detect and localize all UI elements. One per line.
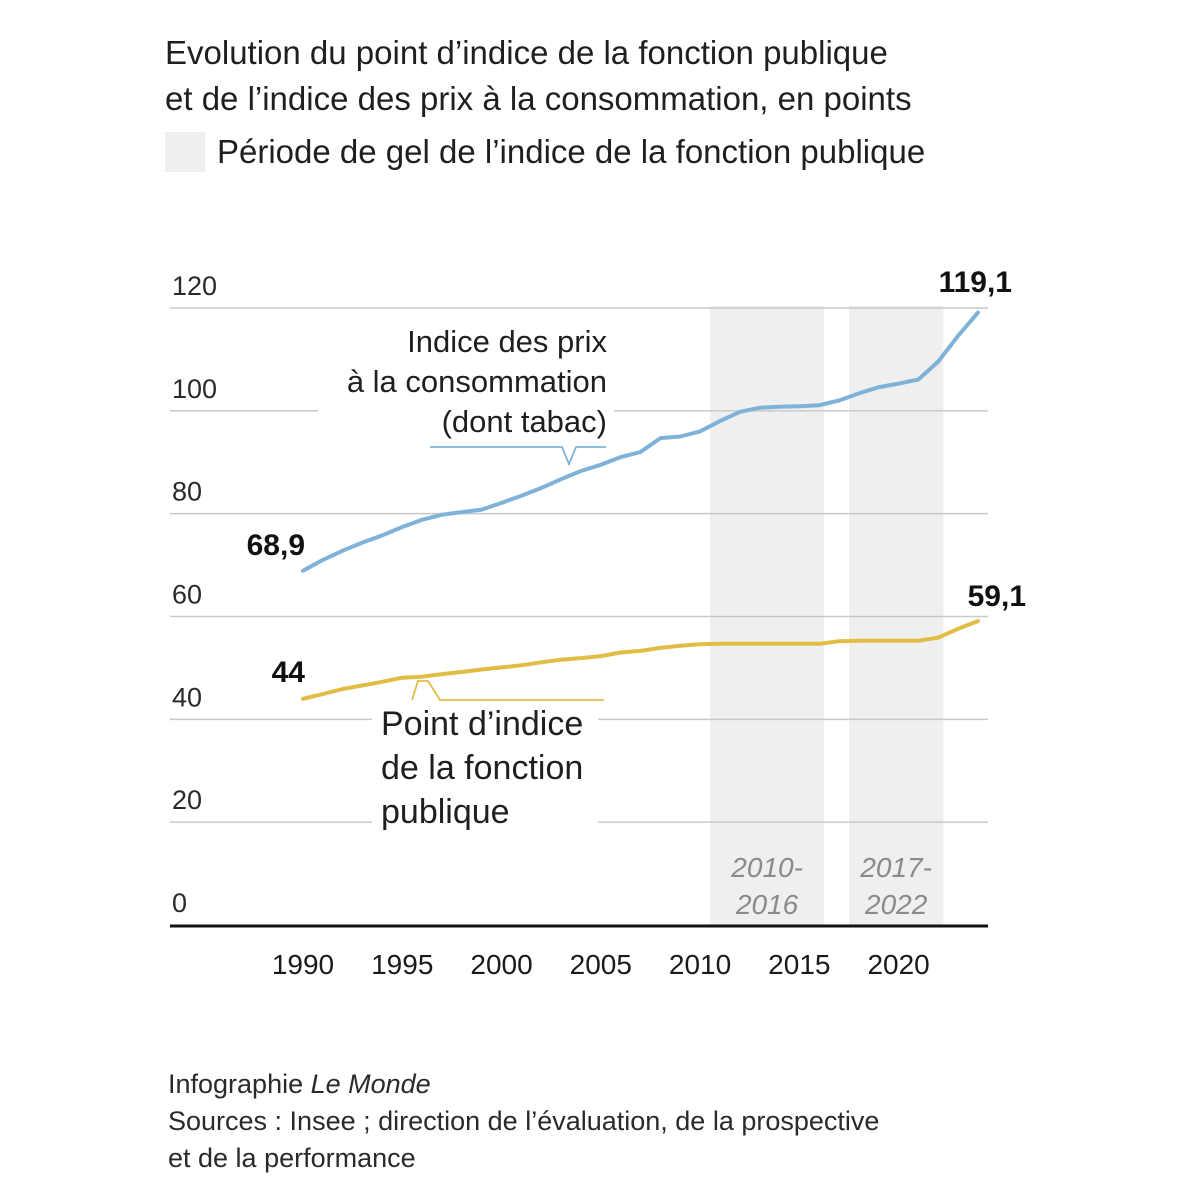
point-label-line-1: Point d’indice [381,705,583,743]
x-tick-label-2020: 2020 [867,949,929,980]
freeze-label-2-line-1: 2017- [859,852,932,883]
cpi-label-leader [430,446,606,467]
cpi-end-value-label: 119,1 [939,266,1012,299]
freeze-label-1-line-1: 2010- [730,852,803,883]
freeze-label-2-line-2: 2022 [864,889,928,920]
cpi-series-line [301,310,980,573]
cpi-label-line-3: (dont tabac) [442,404,607,439]
title-line-1: Evolution du point d’indice de la foncti… [165,34,888,71]
legend: Période de gel de l’indice de la fonctio… [165,130,925,174]
cpi-label-line-1: Indice des prix [407,324,607,359]
x-tick-label-2010: 2010 [669,949,731,980]
chart-title: Evolution du point d’indice de la foncti… [165,30,1125,122]
legend-freeze-swatch [165,132,205,172]
point-label-line-2: de la fonction [381,749,583,787]
x-tick-label-1990: 1990 [272,949,334,980]
title-line-2: et de l’indice des prix à la consommatio… [165,80,912,117]
y-tick-label-0: 0 [172,888,187,918]
credit-name: Le Monde [310,1069,431,1099]
x-tick-label-2015: 2015 [768,949,830,980]
cpi-start-value-label: 68,9 [247,529,305,562]
point-end-value-label: 59,1 [968,580,1026,613]
freeze-label-1-line-2: 2016 [735,889,799,920]
y-tick-label-100: 100 [172,374,217,404]
x-tick-label-2005: 2005 [570,949,632,980]
legend-freeze-label: Période de gel de l’indice de la fonctio… [217,133,926,170]
cpi-label-line-2: à la consommation [347,364,607,399]
point-series-line [301,619,980,701]
sources-line-2: et de la performance [168,1143,416,1173]
point-label-leader [411,680,604,701]
point-label-line-3: publique [381,793,510,831]
y-tick-label-60: 60 [172,580,202,610]
point-label-mask [372,703,598,833]
credit-line: Infographie Le Monde [168,1066,879,1103]
x-tick-label-2000: 2000 [470,949,532,980]
sources-line-1: Sources : Insee ; direction de l’évaluat… [168,1106,880,1136]
y-tick-label-80: 80 [172,477,202,507]
y-tick-label-40: 40 [172,682,202,712]
x-tick-label-1995: 1995 [371,949,433,980]
freeze-band-1 [710,306,825,925]
point-start-value-label: 44 [272,656,306,689]
y-tick-label-120: 120 [172,271,217,301]
cpi-label-mask [318,322,614,444]
footer: Infographie Le Monde Sources : Insee ; d… [168,1066,879,1177]
credit-prefix: Infographie [168,1069,311,1099]
y-tick-label-20: 20 [172,785,202,815]
freeze-band-2 [849,306,944,925]
